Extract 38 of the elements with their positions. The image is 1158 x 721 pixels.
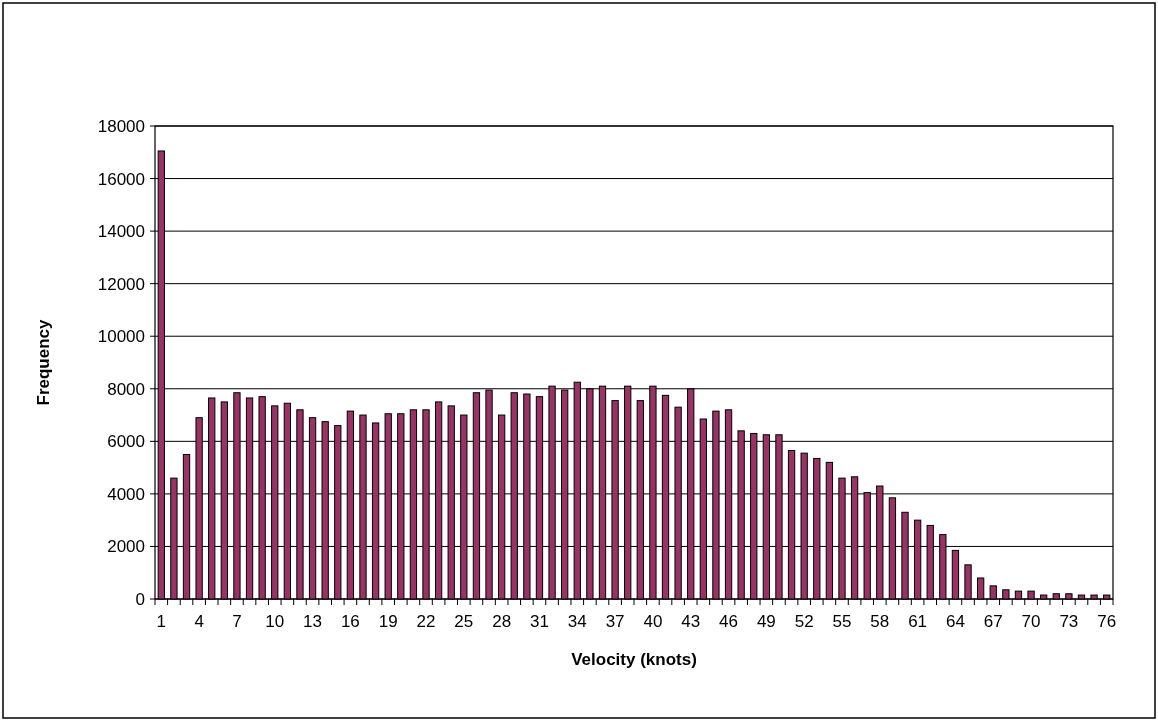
x-tick-label: 13	[303, 612, 323, 631]
x-tick-label: 10	[265, 612, 285, 631]
x-tick-label: 25	[454, 612, 474, 631]
y-tick-label: 8000	[107, 379, 145, 399]
y-tick-label: 4000	[107, 484, 145, 504]
x-tick-label: 64	[945, 612, 965, 631]
y-tick-label: 0	[135, 589, 145, 609]
x-axis-title: Velocity (knots)	[571, 650, 697, 669]
y-tick-label: 18000	[97, 116, 145, 136]
y-tick-label: 2000	[107, 537, 145, 557]
x-tick-label: 28	[492, 612, 512, 631]
y-tick-label: 10000	[97, 327, 145, 347]
x-tick-label: 67	[983, 612, 1003, 631]
y-axis-title: Frequency	[34, 318, 53, 406]
y-tick-label: 16000	[97, 169, 145, 189]
x-tick-label: 73	[1059, 612, 1079, 631]
x-tick-label: 55	[832, 612, 852, 631]
y-tick-label: 14000	[97, 222, 145, 242]
x-tick-label: 37	[605, 612, 625, 631]
y-tick-label: 6000	[107, 432, 145, 452]
x-tick-label: 4	[194, 612, 204, 631]
x-tick-label: 40	[643, 612, 663, 631]
x-tick-label: 52	[794, 612, 814, 631]
x-tick-label: 34	[567, 612, 587, 631]
x-tick-label: 58	[870, 612, 890, 631]
x-tick-label: 1	[156, 612, 167, 631]
x-tick-label: 16	[340, 612, 360, 631]
x-tick-label: 19	[378, 612, 398, 631]
x-tick-label: 70	[1021, 612, 1041, 631]
x-tick-label: 7	[232, 612, 242, 631]
x-tick-label: 46	[719, 612, 738, 631]
x-tick-label: 49	[756, 612, 776, 631]
x-tick-label: 61	[908, 612, 928, 631]
x-tick-label: 31	[530, 612, 549, 631]
x-tick-label: 22	[416, 612, 436, 631]
x-tick-label: 43	[681, 612, 701, 631]
x-tick-label: 76	[1097, 612, 1117, 631]
y-tick-label: 12000	[97, 274, 145, 294]
